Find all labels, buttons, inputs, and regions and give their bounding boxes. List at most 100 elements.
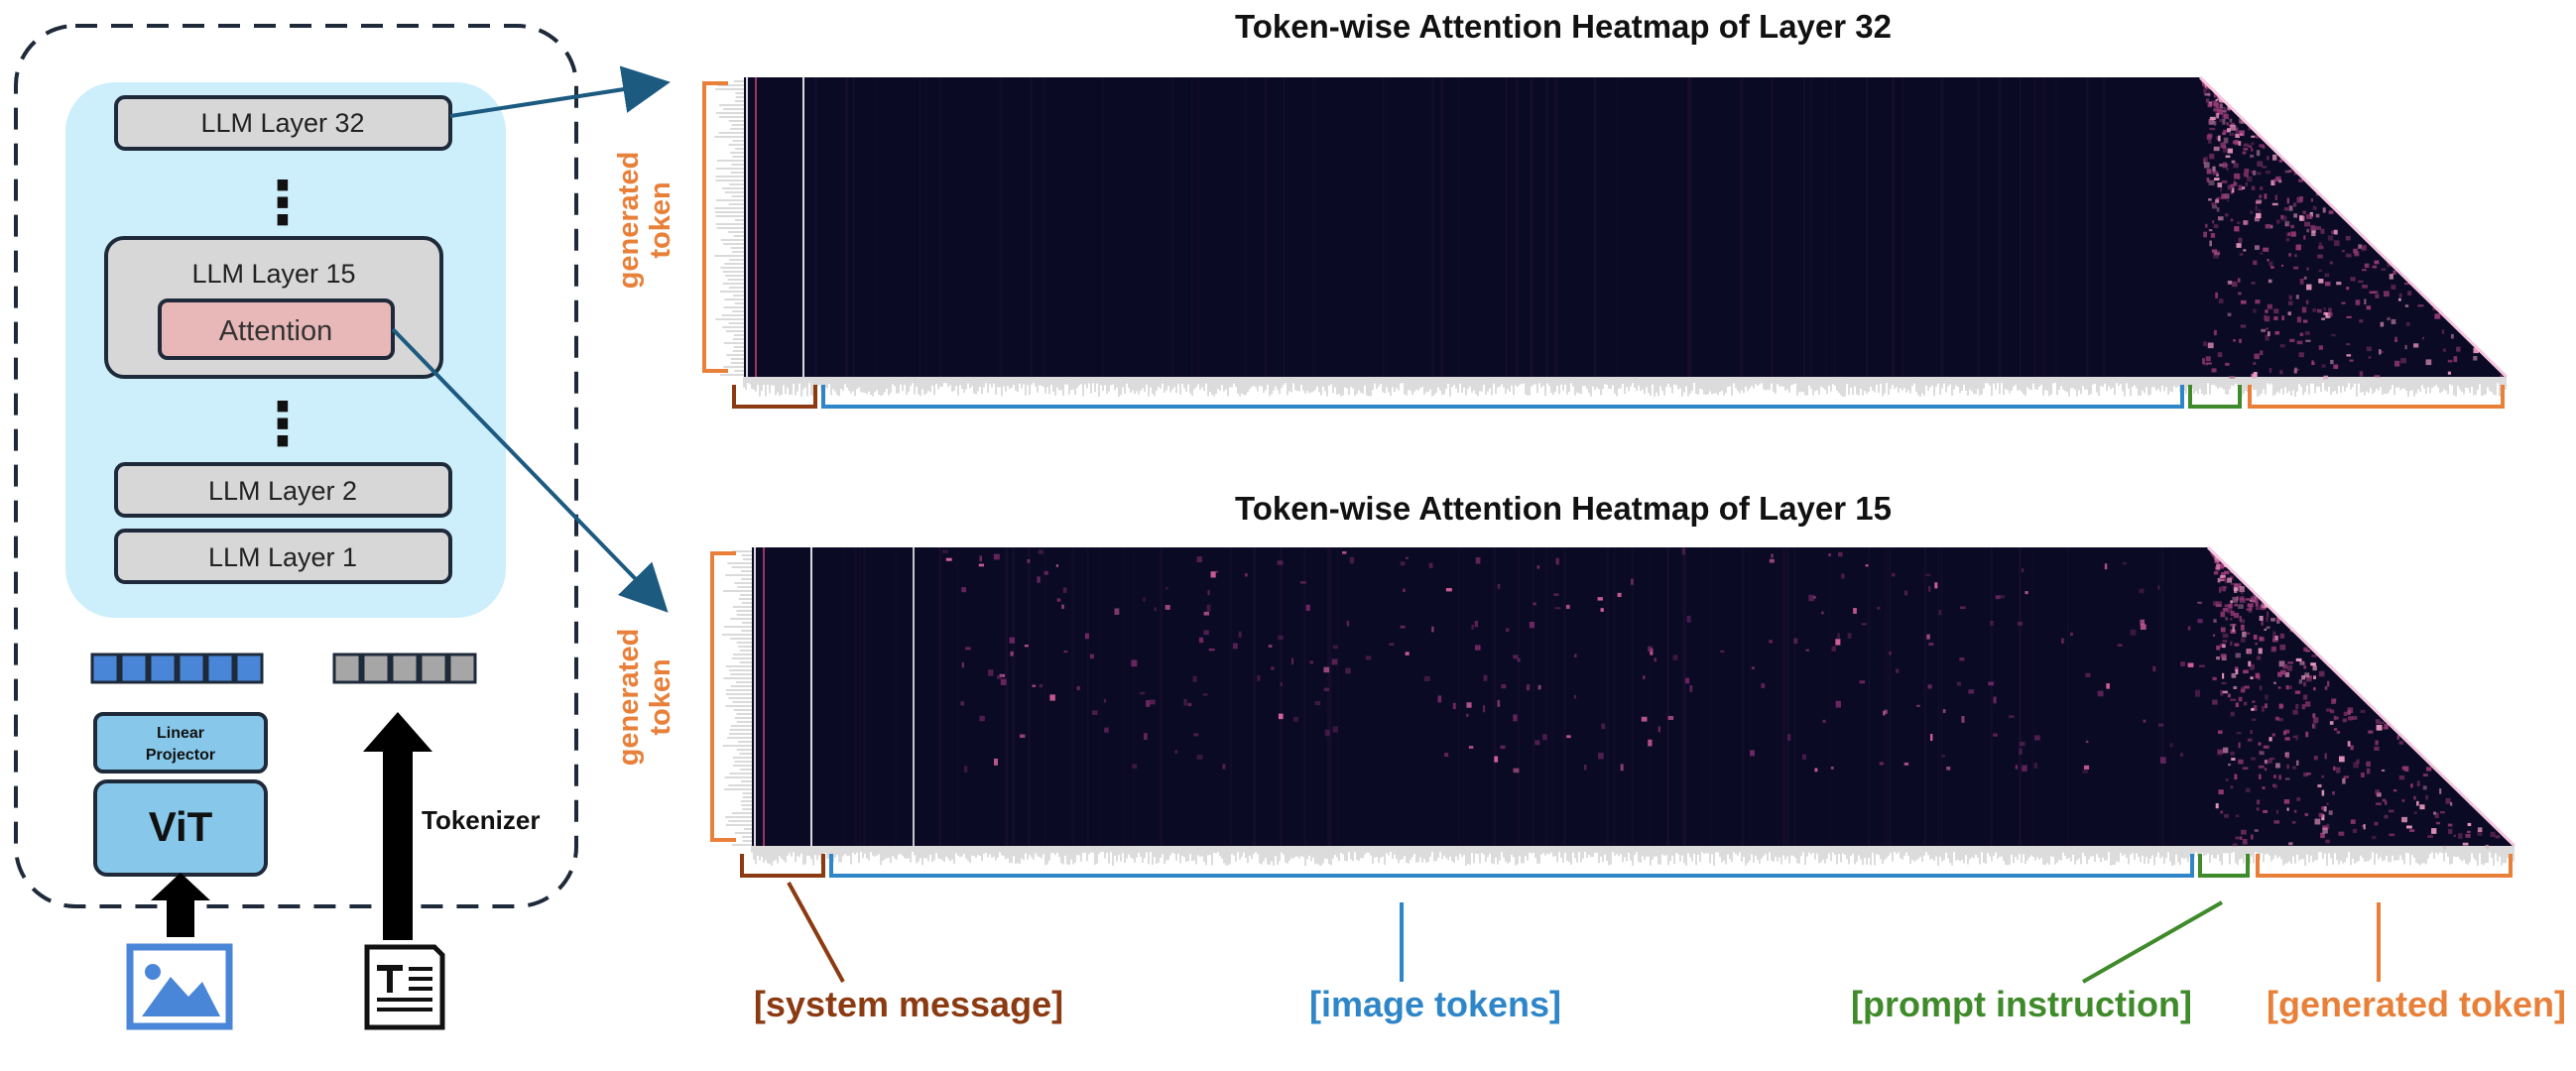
attention-cell (1501, 683, 1507, 689)
attention-cell (960, 701, 964, 706)
attention-cell (2216, 207, 2220, 212)
attention-cell (2275, 763, 2280, 769)
attention-cell (2213, 619, 2217, 623)
ellipsis-lower: ⋮ (253, 391, 312, 457)
attention-cell (2022, 567, 2024, 573)
attention-cell (2403, 282, 2409, 286)
attention-cell (2347, 741, 2351, 747)
attention-cell (2208, 229, 2213, 232)
attention-cell (2227, 312, 2232, 316)
attention-cell (2009, 715, 2015, 718)
attention-cell (1513, 768, 1520, 774)
attention-cell (2253, 260, 2258, 266)
attention-cell (2285, 685, 2289, 690)
attention-cell (2239, 130, 2245, 137)
svg-text:token: token (645, 658, 676, 735)
attention-cell (1771, 553, 1774, 558)
image-input-arrow (151, 873, 210, 937)
attention-cell (1883, 711, 1886, 716)
attention-cell (1513, 714, 1518, 722)
attention-cell (1903, 762, 1909, 766)
attention-cell (2318, 345, 2323, 350)
attention-cell (2404, 344, 2407, 350)
attention-cell (1769, 558, 1775, 563)
attention-cell (2246, 174, 2250, 178)
attention-cell (2202, 341, 2208, 347)
attention-cell (1533, 602, 1536, 606)
system-message-bracket (732, 385, 817, 409)
attention-cell (1554, 607, 1561, 610)
attention-cell (2292, 766, 2296, 770)
attention-cell (2398, 293, 2402, 298)
attention-cell (1278, 635, 1284, 641)
attention-cell (2212, 699, 2218, 705)
attention-cell (2401, 798, 2405, 802)
attention-cell (1990, 620, 1994, 626)
attention-cell (2244, 685, 2250, 689)
attention-cell (2252, 597, 2257, 604)
attention-cell (2324, 282, 2331, 287)
heatmap-15-y-label: generated token (613, 629, 676, 767)
attention-cell (1841, 573, 1845, 579)
attention-cell (2331, 333, 2336, 337)
attention-cell (2238, 583, 2242, 588)
attention-cell (2298, 352, 2304, 358)
attention-cell (1928, 585, 1931, 592)
attention-cell (2238, 184, 2243, 190)
attention-cell (2232, 626, 2235, 633)
attention-cell (2222, 118, 2226, 125)
attention-cell (2318, 670, 2325, 677)
attention-cell (2267, 259, 2269, 262)
attention-cell (2345, 253, 2352, 258)
attention-cell (2225, 617, 2228, 621)
attention-cell (2254, 829, 2259, 832)
attention-cell (2261, 621, 2264, 626)
attention-cell (961, 661, 964, 668)
attention-cell (2477, 827, 2483, 832)
attention-cell (2222, 132, 2227, 136)
attention-cell (2342, 718, 2347, 723)
attention-cell (2384, 723, 2389, 730)
attention-cell (2202, 358, 2205, 364)
attention-cell (2272, 180, 2276, 184)
attention-cell (2286, 664, 2293, 671)
attention-cell (2242, 631, 2247, 638)
attention-cell (2310, 225, 2316, 231)
attention-cell (2235, 836, 2240, 840)
attention-cell (2336, 282, 2342, 286)
attention-cell (2219, 164, 2224, 168)
attention-cell (2324, 685, 2328, 690)
attention-cell (1468, 746, 1474, 749)
attention-cell (1553, 593, 1559, 596)
attention-cell (2274, 635, 2278, 641)
attention-cell (2310, 198, 2314, 202)
attention-cell (2287, 661, 2294, 664)
attention-cell (2280, 215, 2287, 221)
text-token-block (447, 653, 477, 684)
attention-cell (1238, 631, 1242, 638)
attention-cell (2251, 148, 2254, 152)
attention-cell (2264, 314, 2267, 320)
attention-cell (2301, 306, 2307, 313)
attention-cell (2447, 823, 2453, 827)
attention-cell (2221, 654, 2227, 661)
attention-cell (1888, 651, 1893, 655)
attention-cell (2253, 634, 2258, 640)
image-tokens-bracket (821, 385, 2184, 409)
attention-cell (2413, 811, 2417, 814)
attention-cell (2227, 184, 2233, 190)
attention-cell (2019, 741, 2025, 747)
attention-cell (2203, 231, 2207, 238)
attention-cell (2247, 650, 2253, 654)
attention-cell (2224, 193, 2230, 198)
attention-cell (2222, 644, 2226, 649)
attention-cell (1314, 701, 1321, 706)
attention-cell (1896, 668, 1900, 673)
attention-cell (2329, 709, 2335, 714)
attention-cell (2267, 611, 2269, 618)
attention-cell (2294, 809, 2297, 813)
attention-cell (2220, 654, 2227, 658)
attention-cell (2273, 178, 2279, 182)
attention-cell (2271, 202, 2278, 206)
attention-cell (1062, 587, 1067, 593)
